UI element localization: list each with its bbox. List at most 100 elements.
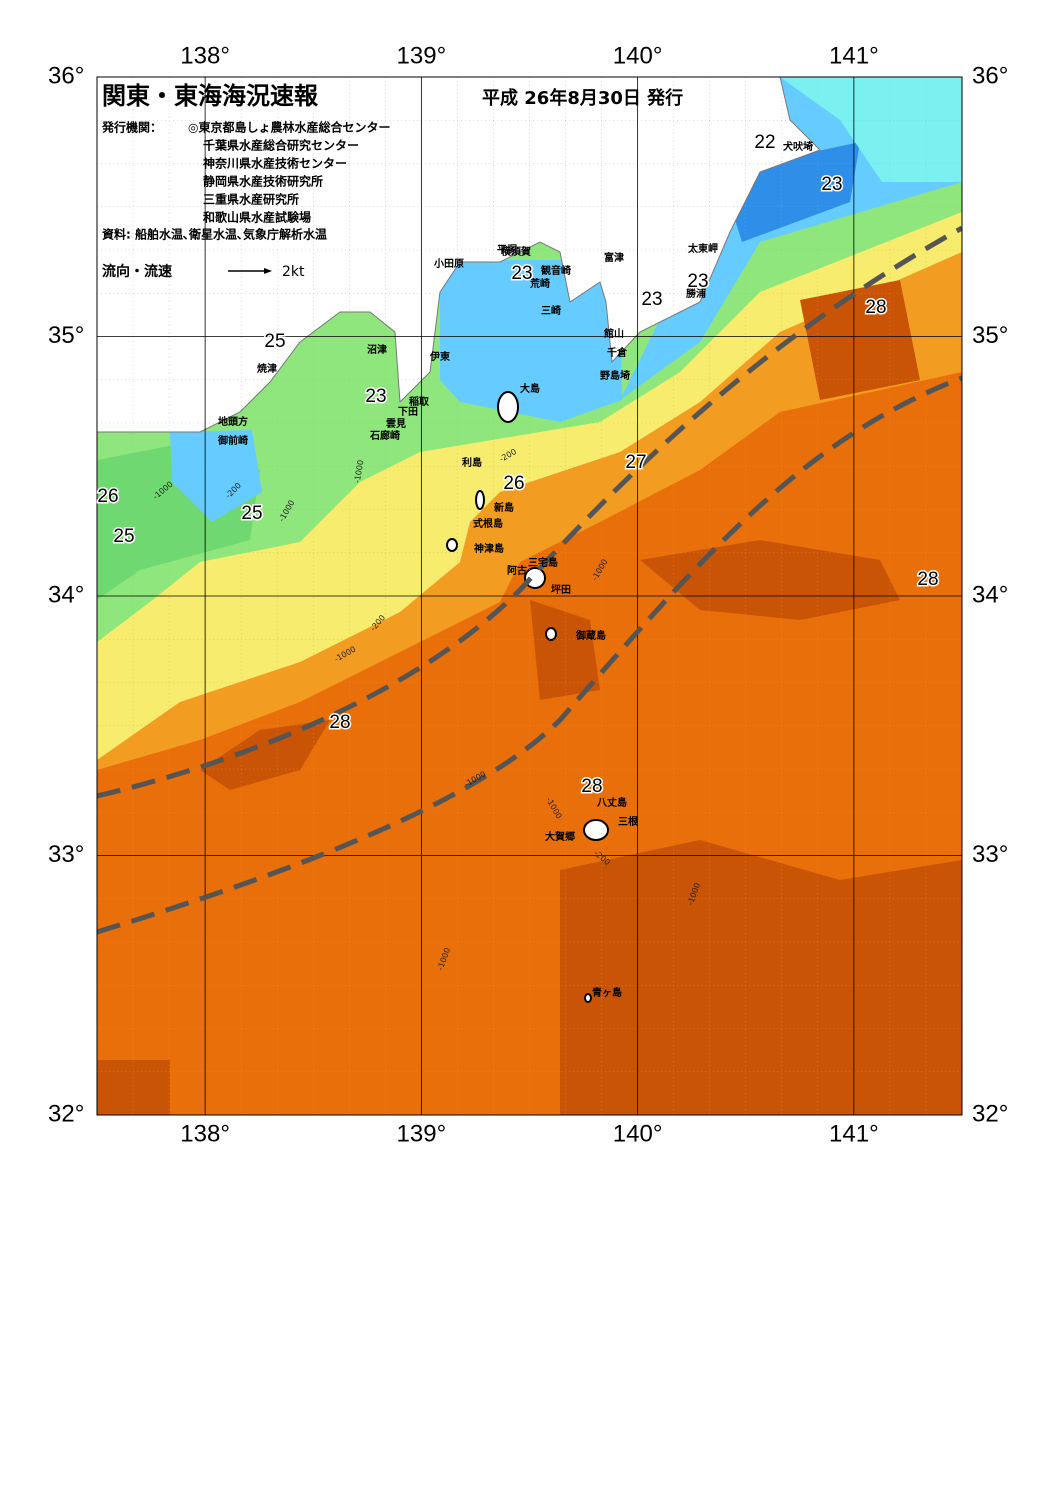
land (97, 77, 821, 433)
current-axis (97, 225, 962, 799)
isotherm-label: 26 (97, 486, 118, 507)
island (524, 567, 546, 589)
isotherm-label: 22 (754, 132, 775, 153)
sea-warm-patch (530, 600, 600, 700)
isotherm-label: 28 (581, 776, 602, 797)
agency: 神奈川県水産技術センター (203, 156, 347, 171)
place-name: 新島 (494, 501, 514, 514)
current-lines (97, 225, 962, 935)
lat-label: 35° (48, 322, 84, 349)
lon-label: 140° (613, 1120, 663, 1147)
place-name: 観音崎 (541, 264, 571, 277)
lat-label: 33° (48, 841, 84, 868)
agency: ◎東京都島しょ農林水産総合センター (188, 120, 390, 135)
island (583, 819, 609, 841)
island (475, 490, 485, 510)
place-name: 神津島 (474, 542, 504, 555)
title: 関東・東海海況速報 (102, 82, 319, 110)
map-frame (96, 76, 963, 1116)
place-name: 大賀郷 (545, 830, 575, 843)
lon-label: 138° (180, 1120, 230, 1147)
isotherm-label: 23 (641, 289, 662, 310)
lon-label: 141° (829, 1120, 879, 1147)
sea-cold (780, 77, 962, 182)
isotherm-label: 23 (365, 386, 386, 407)
place-name: 坪田 (551, 583, 571, 596)
lat-label: 34° (48, 581, 84, 608)
agency: 和歌山県水産試験場 (202, 210, 311, 225)
place-name: 伊東 (429, 350, 450, 363)
place-name: 利島 (462, 456, 482, 469)
sea-warm-patch (97, 1060, 170, 1115)
sea-23-sagami (440, 260, 622, 422)
island (584, 993, 592, 1003)
place-name: 荒崎 (529, 277, 550, 290)
place-name: 平塚 (497, 243, 517, 256)
place-name: 沼津 (367, 343, 387, 356)
isotherm-label: 25 (264, 331, 285, 352)
place-name: 雲見 (386, 418, 406, 430)
lon-label: 140° (613, 42, 663, 69)
agency: 千葉県水産総合研究センター (203, 138, 359, 153)
place-name: 太東岬 (687, 242, 718, 255)
lon-label: 141° (829, 42, 879, 69)
place-name: 石廊崎 (369, 429, 400, 442)
sources: 資料: 船舶水温､衛星水温､気象庁解析水温 (102, 227, 327, 242)
isotherm-label: 23 (821, 174, 842, 195)
lat-label: 32° (972, 1100, 1008, 1127)
place-name: 大島 (520, 382, 540, 395)
issue-date: 平成 26年8月30日 発行 (482, 87, 683, 109)
isotherm-label: 28 (329, 712, 350, 733)
grid (97, 77, 962, 1115)
isotherm-label: 27 (625, 452, 646, 473)
lon-label: 139° (397, 42, 447, 69)
sea-warm-patch (200, 720, 330, 790)
isotherm-label: 23 (687, 271, 708, 292)
place-name: 千倉 (607, 346, 628, 359)
lon-label: 139° (397, 1120, 447, 1147)
isotherm-label: 28 (865, 297, 886, 318)
place-name: 御前崎 (217, 434, 248, 447)
place-name: 下田 (398, 406, 418, 418)
place-name: 八丈島 (596, 796, 627, 809)
agency: 三重県水産研究所 (203, 192, 299, 207)
place-name: 野島埼 (600, 369, 630, 382)
isotherm-label: 25 (113, 526, 134, 547)
place-name: 焼津 (257, 362, 277, 375)
lat-label: 33° (972, 841, 1008, 868)
place-name: 勝浦 (686, 287, 706, 300)
lat-label: 35° (972, 322, 1008, 349)
lat-label: 34° (972, 581, 1008, 608)
island (497, 391, 519, 423)
place-name: 三宅島 (528, 556, 558, 569)
place-name: 阿古 (507, 564, 527, 577)
place-name: 青ヶ島 (592, 986, 622, 999)
isotherm-label: 23 (511, 263, 532, 284)
island (545, 627, 557, 641)
lon-label: 138° (180, 42, 230, 69)
place-name: 三崎 (541, 304, 561, 317)
place-name: 小田原 (433, 257, 464, 270)
current-axis (97, 375, 962, 935)
place-name: 館山 (603, 327, 624, 340)
isotherm-label: 26 (503, 473, 524, 494)
place-name: 御蔵島 (575, 629, 606, 642)
sea-layers (97, 77, 962, 1115)
agency: 静岡県水産技術研究所 (203, 174, 323, 189)
lat-label: 36° (48, 62, 84, 89)
island (446, 538, 458, 552)
islands (446, 391, 609, 1003)
lat-label: 32° (48, 1100, 84, 1127)
lat-label: 36° (972, 62, 1008, 89)
isotherm-label: 28 (917, 569, 938, 590)
sea-warm-patch (560, 840, 962, 1115)
place-name: 式根島 (473, 517, 503, 530)
place-name: 稲取 (409, 395, 430, 408)
place-name: 地頭方 (218, 415, 248, 428)
legend-speed: 2kt (282, 264, 305, 280)
place-name: 犬吠埼 (783, 140, 813, 153)
legend-arrowhead (264, 268, 272, 274)
agency-label: 発行機関： (101, 120, 162, 135)
legend-label: 流向・流速 (102, 263, 172, 280)
